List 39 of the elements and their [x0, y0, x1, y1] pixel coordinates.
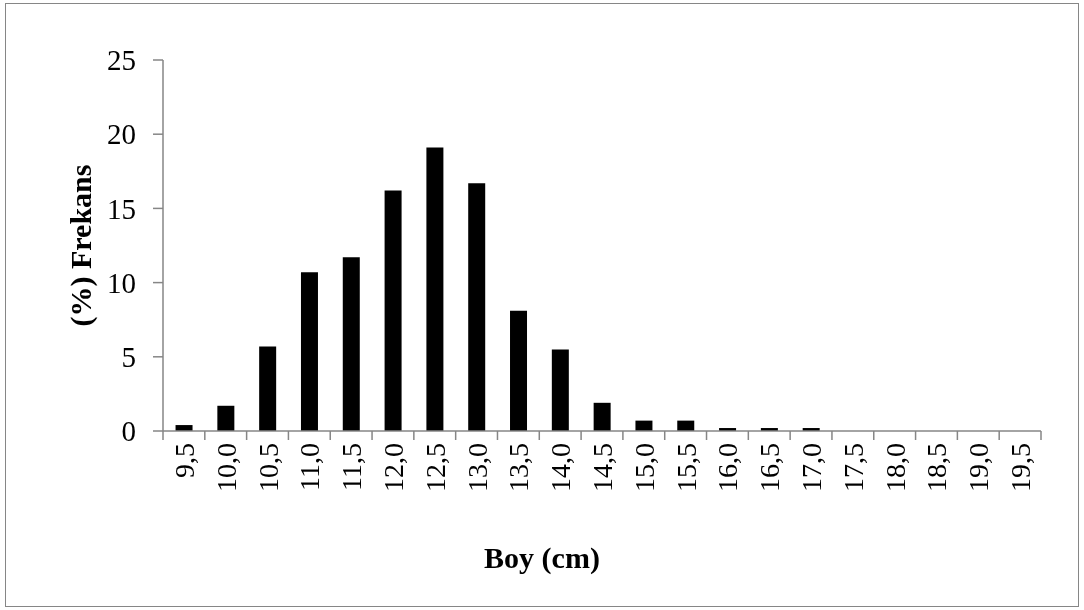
y-tick-label: 20 — [107, 118, 136, 151]
x-tick-label: 18,0 — [879, 443, 911, 492]
x-tick-label: 16,0 — [711, 443, 743, 492]
y-tick-label: 10 — [107, 266, 136, 299]
x-tick-label: 10,5 — [252, 443, 284, 492]
bar — [593, 402, 611, 431]
x-tick-label: 19,5 — [1004, 443, 1036, 492]
x-tick-label: 14,0 — [544, 443, 576, 492]
x-tick-label: 14,5 — [586, 443, 618, 492]
x-tick-label: 13,5 — [502, 443, 534, 492]
x-tick-label: 11,0 — [293, 443, 325, 491]
x-tick-label: 15,5 — [670, 443, 702, 492]
y-tick-label: 5 — [121, 341, 136, 374]
x-tick-label: 12,0 — [377, 443, 409, 492]
x-tick-label: 10,0 — [210, 443, 242, 492]
x-tick-label: 17,0 — [795, 443, 827, 492]
bar — [551, 349, 569, 431]
bar — [259, 346, 277, 431]
y-tick-label: 15 — [107, 192, 136, 225]
y-tick-label: 25 — [107, 44, 136, 77]
x-tick-label: 13,0 — [461, 443, 493, 492]
bar — [342, 257, 360, 431]
x-tick-label: 11,5 — [335, 443, 367, 491]
bar — [468, 183, 486, 431]
y-axis-title: (%) Frekans — [63, 164, 98, 327]
bar — [510, 310, 528, 431]
x-tick-label: 12,5 — [419, 443, 451, 492]
x-axis-title: Boy (cm) — [484, 540, 600, 575]
y-tick-label: 0 — [121, 415, 136, 448]
bar — [426, 147, 444, 431]
x-tick-label: 17,5 — [837, 443, 869, 492]
bar — [300, 272, 318, 431]
bar — [217, 405, 235, 431]
x-tick-label: 15,0 — [628, 443, 660, 492]
x-tick-label: 9,5 — [168, 443, 200, 478]
x-tick-label: 18,5 — [920, 443, 952, 492]
bar — [384, 190, 402, 431]
x-tick-label: 16,5 — [753, 443, 785, 492]
x-tick-label: 19,0 — [962, 443, 994, 492]
